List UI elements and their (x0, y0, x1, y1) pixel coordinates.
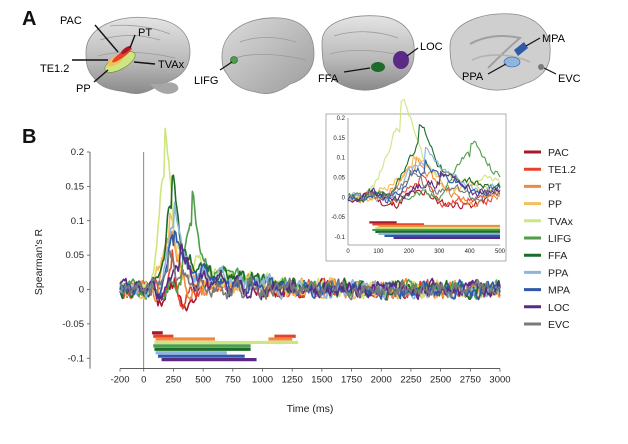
brain-4 (449, 13, 557, 91)
label-ffa: FFA (318, 73, 339, 85)
x-tick-label: 1000 (252, 375, 273, 386)
brain-3 (321, 15, 419, 91)
x-tick-label: 2750 (460, 375, 481, 386)
legend-label-tvax: TVAx (548, 216, 574, 228)
legend-label-loc: LOC (548, 302, 570, 314)
x-tick-label: 500 (195, 375, 211, 386)
label-evc: EVC (558, 73, 581, 85)
inset-series (347, 99, 501, 210)
y-tick-label: 0 (79, 285, 84, 296)
label-mpa: MPA (542, 33, 566, 45)
x-tick-label: 1250 (282, 375, 303, 386)
inset-y-tick-label: 0.15 (333, 136, 345, 142)
label-ppa: PPA (462, 71, 484, 83)
panel-a-label: A (22, 8, 37, 30)
x-axis-label: Time (ms) (287, 403, 334, 415)
legend-label-lifg: LIFG (548, 233, 571, 245)
inset-y-ticks: -0.1 -0.05 0 0.05 0.1 0.15 0.2 (331, 116, 349, 245)
inset-series-line-ffa (347, 123, 501, 204)
inset-x-tick-label: 0 (346, 249, 350, 255)
inset-significance-bars (369, 221, 500, 239)
y-tick-label: 0.1 (71, 216, 84, 227)
x-tick-label: 1750 (341, 375, 362, 386)
legend-label-pac: PAC (548, 147, 569, 159)
x-tick-label: 3000 (489, 375, 510, 386)
legend-label-evc: EVC (548, 319, 570, 331)
label-pp: PP (76, 83, 91, 95)
inset-x-ticks: 0 100 200 300 400 500 (346, 244, 506, 255)
inset-x-tick-label: 500 (495, 249, 506, 255)
label-pt: PT (138, 27, 152, 39)
brain-2 (219, 17, 315, 94)
inset-chart: 0 100 200 300 400 500 -0.1 -0.05 0 0.05 0.1 0.15 0.… (325, 99, 507, 262)
inset-y-tick-label: -0.1 (335, 235, 346, 241)
label-pac: PAC (60, 15, 82, 27)
x-tick-label: 2000 (371, 375, 392, 386)
y-tick-label: 0.15 (66, 181, 85, 192)
legend-label-pt: PT (548, 181, 562, 193)
significance-bars (152, 331, 299, 362)
inset-y-tick-label: -0.05 (331, 215, 345, 221)
brain-1 (72, 16, 191, 94)
y-tick-label: 0.05 (66, 250, 85, 261)
x-tick-label: 2250 (400, 375, 421, 386)
inset-x-tick-label: 200 (404, 249, 415, 255)
inset-x-tick-label: 400 (465, 249, 476, 255)
main-y-ticks: -0.1 -0.05 0 0.05 0.1 0.15 0.2 (62, 147, 90, 364)
legend-label-ffa: FFA (548, 250, 567, 262)
legend-label-ppa: PPA (548, 267, 568, 279)
inset-series-line-evc (347, 169, 501, 202)
x-tick-label: 250 (166, 375, 182, 386)
y-axis-label: Spearman's R (33, 228, 45, 295)
y-tick-label: -0.05 (62, 319, 84, 330)
legend: PAC TE1.2 PT PP TVAx LIFG FFA PPA MPA LOC EVC (524, 147, 576, 331)
main-series (119, 127, 501, 312)
x-tick-label: 2500 (430, 375, 451, 386)
panel-b-label: B (22, 126, 37, 148)
y-tick-label: 0.2 (71, 147, 84, 158)
inset-y-tick-label: 0.2 (337, 116, 346, 122)
series-line-evc (119, 250, 501, 301)
legend-label-te12: TE1.2 (548, 164, 576, 176)
main-chart: -200 0 250 500 750 1000 1250 1500 1750 2000 2250 25… (33, 127, 511, 415)
label-loc: LOC (420, 41, 443, 53)
x-tick-label: -200 (110, 375, 129, 386)
legend-label-mpa: MPA (548, 285, 570, 297)
inset-y-tick-label: 0.1 (337, 156, 346, 162)
inset-y-tick-label: 0.05 (333, 176, 345, 182)
inset-y-tick-label: 0 (342, 195, 346, 201)
legend-label-pp: PP (548, 199, 562, 211)
x-tick-label: 0 (141, 375, 146, 386)
inset-x-tick-label: 100 (373, 249, 384, 255)
y-tick-label: -0.1 (68, 353, 84, 364)
main-x-ticks: -200 0 250 500 750 1000 1250 1500 1750 2000 2250 25… (110, 368, 511, 386)
x-tick-label: 1500 (311, 375, 332, 386)
label-tvax: TVAx (158, 59, 185, 71)
inset-x-tick-label: 300 (434, 249, 445, 255)
x-tick-label: 750 (225, 375, 241, 386)
label-lifg: LIFG (194, 75, 218, 87)
label-te12: TE1.2 (40, 63, 69, 75)
